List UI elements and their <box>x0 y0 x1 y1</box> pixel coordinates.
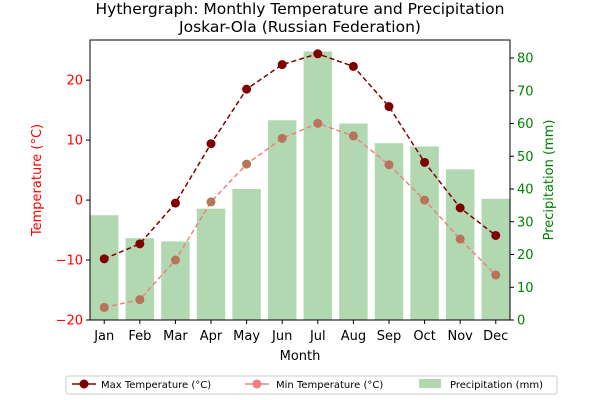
chart-title-line1: Hythergraph: Monthly Temperature and Pre… <box>96 0 505 18</box>
bar-oct <box>410 146 439 320</box>
x-tick-label-mar: Mar <box>163 329 188 344</box>
left-y-axis-label: Temperature (°C) <box>30 124 45 237</box>
plot-frame <box>89 39 511 321</box>
min-temp-point-oct <box>420 195 430 205</box>
bar-jun <box>267 120 297 320</box>
max-temp-point-may <box>242 84 252 94</box>
bar-sep <box>374 143 404 320</box>
max-temp-point-nov <box>455 203 465 213</box>
x-tick-label-jun: Jun <box>271 329 292 344</box>
min-temp-point-jul <box>313 118 323 128</box>
legend: Max Temperature (°C) Min Temperature (°C… <box>65 375 558 395</box>
min-temp-line <box>104 122 497 309</box>
right-y-axis: 0 10 20 30 40 50 60 70 80 <box>510 52 534 329</box>
legend-item-precipitation: Precipitation (mm) <box>419 379 543 391</box>
right-tick-label: 70 <box>517 84 534 99</box>
bar-nov <box>445 169 475 320</box>
max-temp-point-jun <box>277 60 287 70</box>
x-tick-label-jan: Jan <box>93 329 114 344</box>
left-y-axis: −20 −10 0 10 20 <box>56 74 90 329</box>
right-tick-label: 80 <box>517 52 534 67</box>
min-temp-point-jun <box>277 133 287 143</box>
x-axis: Jan Feb Mar Apr May Jun Jul Aug Sep Oct Nov Dec <box>93 320 508 344</box>
x-axis-label: Month <box>280 349 321 364</box>
bar-mar <box>161 241 190 320</box>
bar-may <box>232 189 261 320</box>
max-temp-point-oct <box>420 157 430 167</box>
right-tick-label: 50 <box>517 150 534 165</box>
max-temp-point-jul <box>313 49 323 59</box>
max-temp-line <box>103 53 497 260</box>
left-tick-label: −20 <box>56 314 83 329</box>
min-temp-point-sep <box>384 160 394 170</box>
left-tick-label: 10 <box>66 134 83 149</box>
bar-dec <box>481 198 510 320</box>
chart-title: Hythergraph: Monthly Temperature and Pre… <box>96 0 505 36</box>
legend-max-temp-label: Max Temperature (°C) <box>101 380 211 391</box>
bar-jul <box>303 51 333 321</box>
min-temp-point-may <box>242 159 252 169</box>
max-temp-point-feb <box>135 239 145 249</box>
legend-item-max-temp: Max Temperature (°C) <box>72 379 211 391</box>
x-tick-label-oct: Oct <box>413 329 435 344</box>
x-tick-label-dec: Dec <box>483 329 508 344</box>
max-temp-point-dec <box>491 230 501 240</box>
legend-max-temp-marker <box>79 379 89 389</box>
min-temp-point-nov <box>455 234 465 244</box>
right-tick-label: 10 <box>517 281 534 296</box>
legend-min-temp-label: Min Temperature (°C) <box>276 380 383 391</box>
min-temp-point-dec <box>491 270 501 280</box>
max-temp-point-jan <box>99 254 109 264</box>
right-y-axis-label: Precipitation (mm) <box>542 120 557 241</box>
legend-min-temp-marker <box>252 379 262 389</box>
temperature-lines <box>99 49 501 312</box>
x-tick-label-apr: Apr <box>200 329 223 344</box>
bar-apr <box>196 208 226 320</box>
legend-precipitation-label: Precipitation (mm) <box>450 380 543 391</box>
max-temp-point-apr <box>206 139 216 149</box>
max-temp-point-mar <box>170 198 180 208</box>
bar-aug <box>339 123 368 320</box>
min-temp-point-jan <box>99 302 109 312</box>
right-tick-label: 30 <box>517 215 534 230</box>
max-temp-point-sep <box>384 102 394 112</box>
left-tick-label: −10 <box>56 254 83 269</box>
x-tick-label-nov: Nov <box>447 329 473 344</box>
right-tick-label: 60 <box>517 117 534 132</box>
min-temp-point-feb <box>135 295 145 305</box>
x-tick-label-jul: Jul <box>309 329 326 344</box>
bar-feb <box>125 238 155 320</box>
right-tick-label: 20 <box>517 248 534 263</box>
chart-title-line2: Joskar-Ola (Russian Federation) <box>178 18 421 36</box>
right-tick-label: 40 <box>517 183 534 198</box>
x-tick-label-aug: Aug <box>341 329 366 344</box>
min-temp-point-mar <box>170 255 180 265</box>
legend-precipitation-swatch <box>419 379 441 388</box>
legend-item-min-temp: Min Temperature (°C) <box>245 379 383 391</box>
precipitation-bars <box>90 51 510 321</box>
x-tick-label-feb: Feb <box>128 329 151 344</box>
left-tick-label: 0 <box>75 194 83 209</box>
right-tick-label: 0 <box>517 314 525 329</box>
bar-jan <box>90 215 119 320</box>
x-tick-label-may: May <box>233 329 260 344</box>
x-tick-label-sep: Sep <box>377 329 402 344</box>
min-temp-point-aug <box>348 131 358 141</box>
left-tick-label: 20 <box>66 74 83 89</box>
min-temp-point-apr <box>206 197 216 207</box>
max-temp-point-aug <box>348 61 358 71</box>
